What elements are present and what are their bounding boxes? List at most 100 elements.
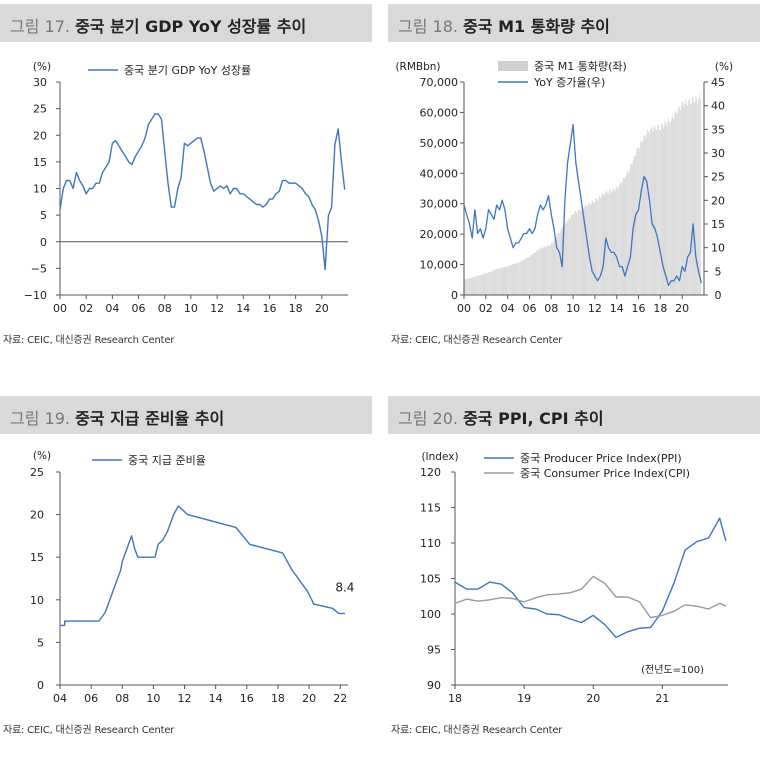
- figure-number: 그림 20.: [398, 409, 458, 428]
- bar: [559, 232, 560, 295]
- y-tick-label: 105: [420, 573, 441, 586]
- chart-panel-rrr: 그림 19. 중국 지급 준비율 추이 25 20 15 10 5 0 04 06 08 10 12…: [0, 392, 372, 757]
- bar: [516, 262, 518, 295]
- x-tick-label: 18: [289, 302, 303, 315]
- bar: [533, 252, 535, 295]
- y-tick-label: 10: [33, 183, 47, 196]
- bar: [630, 164, 631, 295]
- bar: [634, 156, 636, 295]
- y-tick-label: 100: [420, 608, 441, 621]
- bar: [596, 198, 598, 295]
- chart-header: 그림 18. 중국 M1 통화량 추이: [388, 4, 760, 42]
- bar: [629, 169, 630, 295]
- bar: [535, 252, 537, 295]
- bar: [508, 266, 509, 295]
- x-tick-label: 18: [653, 302, 667, 315]
- bar: [575, 211, 577, 295]
- bar: [630, 163, 632, 295]
- bar: [481, 274, 483, 295]
- bar: [536, 250, 538, 295]
- bar: [624, 178, 626, 295]
- bar: [518, 263, 519, 295]
- bar: [586, 206, 588, 295]
- bar: [476, 276, 478, 295]
- bar: [697, 102, 698, 296]
- bar: [685, 99, 687, 295]
- bar: [572, 214, 574, 295]
- bar: [550, 243, 552, 295]
- bar: [570, 215, 572, 295]
- bar: [675, 110, 677, 295]
- bar: [612, 187, 614, 295]
- bar: [519, 261, 520, 295]
- bar: [664, 120, 666, 295]
- bar: [564, 222, 566, 295]
- x-tick-label: 04: [501, 302, 515, 315]
- bar: [670, 119, 672, 296]
- bar: [691, 97, 693, 296]
- x-tick-label: 12: [178, 692, 192, 705]
- bar: [657, 125, 658, 295]
- bar: [480, 275, 481, 295]
- bar: [506, 266, 508, 295]
- y-tick-label: 0: [40, 236, 47, 249]
- bar: [510, 265, 511, 295]
- bar: [635, 155, 637, 295]
- bar: [615, 188, 617, 295]
- x-tick-label: 06: [84, 692, 98, 705]
- bar: [680, 105, 682, 295]
- bar: [530, 255, 532, 295]
- bar: [668, 118, 669, 295]
- series-line-0: [60, 505, 345, 627]
- x-tick-label: 14: [610, 302, 624, 315]
- bar: [637, 147, 638, 295]
- y-tick-label: 30,000: [420, 198, 459, 211]
- bar: [599, 195, 600, 295]
- bar: [620, 183, 622, 295]
- chart-panel-ppi-cpi: 그림 20. 중국 PPI, CPI 추이 120 115 110 105 100 95 9…: [388, 392, 760, 757]
- bar: [551, 243, 553, 295]
- bar: [560, 230, 561, 295]
- bar: [509, 264, 510, 295]
- bar: [693, 102, 695, 295]
- bar: [567, 220, 568, 295]
- series-line-0: [454, 517, 727, 639]
- bar: [469, 278, 470, 295]
- chart-title: 중국 지급 준비율 추이: [75, 409, 225, 428]
- y-tick-label: 110: [420, 537, 441, 550]
- y-tick-label: 115: [420, 502, 441, 515]
- bar: [666, 126, 668, 295]
- bar: [550, 244, 551, 295]
- chart-panel-m1: 그림 18. 중국 M1 통화량 추이 70,000 60,000 50,000 40…: [388, 0, 760, 365]
- y-tick-label: 15: [33, 156, 47, 169]
- bar: [684, 103, 686, 295]
- bar: [500, 268, 502, 295]
- x-tick-label: 20: [675, 302, 689, 315]
- bar: [490, 271, 492, 295]
- bar: [673, 118, 675, 295]
- chart-header: 그림 20. 중국 PPI, CPI 추이: [388, 396, 760, 434]
- x-tick-label: 06: [522, 302, 536, 315]
- bar: [660, 123, 662, 296]
- bar: [552, 242, 554, 295]
- bar: [655, 129, 657, 295]
- y2-tick-label: 25: [711, 171, 725, 184]
- bar: [568, 218, 569, 295]
- y2-tick-label: 20: [711, 194, 725, 207]
- bar: [696, 97, 698, 295]
- bar: [583, 208, 585, 295]
- bar: [501, 267, 503, 295]
- bar: [578, 208, 579, 295]
- bar: [477, 276, 478, 295]
- bar: [511, 264, 513, 295]
- bar: [470, 278, 471, 295]
- bar: [617, 187, 618, 295]
- bar: [484, 273, 486, 295]
- y-tick-label: 20: [30, 509, 44, 522]
- bar: [513, 264, 515, 295]
- figure-number: 그림 17.: [10, 17, 70, 36]
- source-note: 자료: CEIC, 대신증권 Research Center: [3, 725, 175, 736]
- figure-number: 그림 18.: [398, 17, 458, 36]
- bar: [488, 272, 489, 295]
- x-tick-label: 12: [210, 302, 224, 315]
